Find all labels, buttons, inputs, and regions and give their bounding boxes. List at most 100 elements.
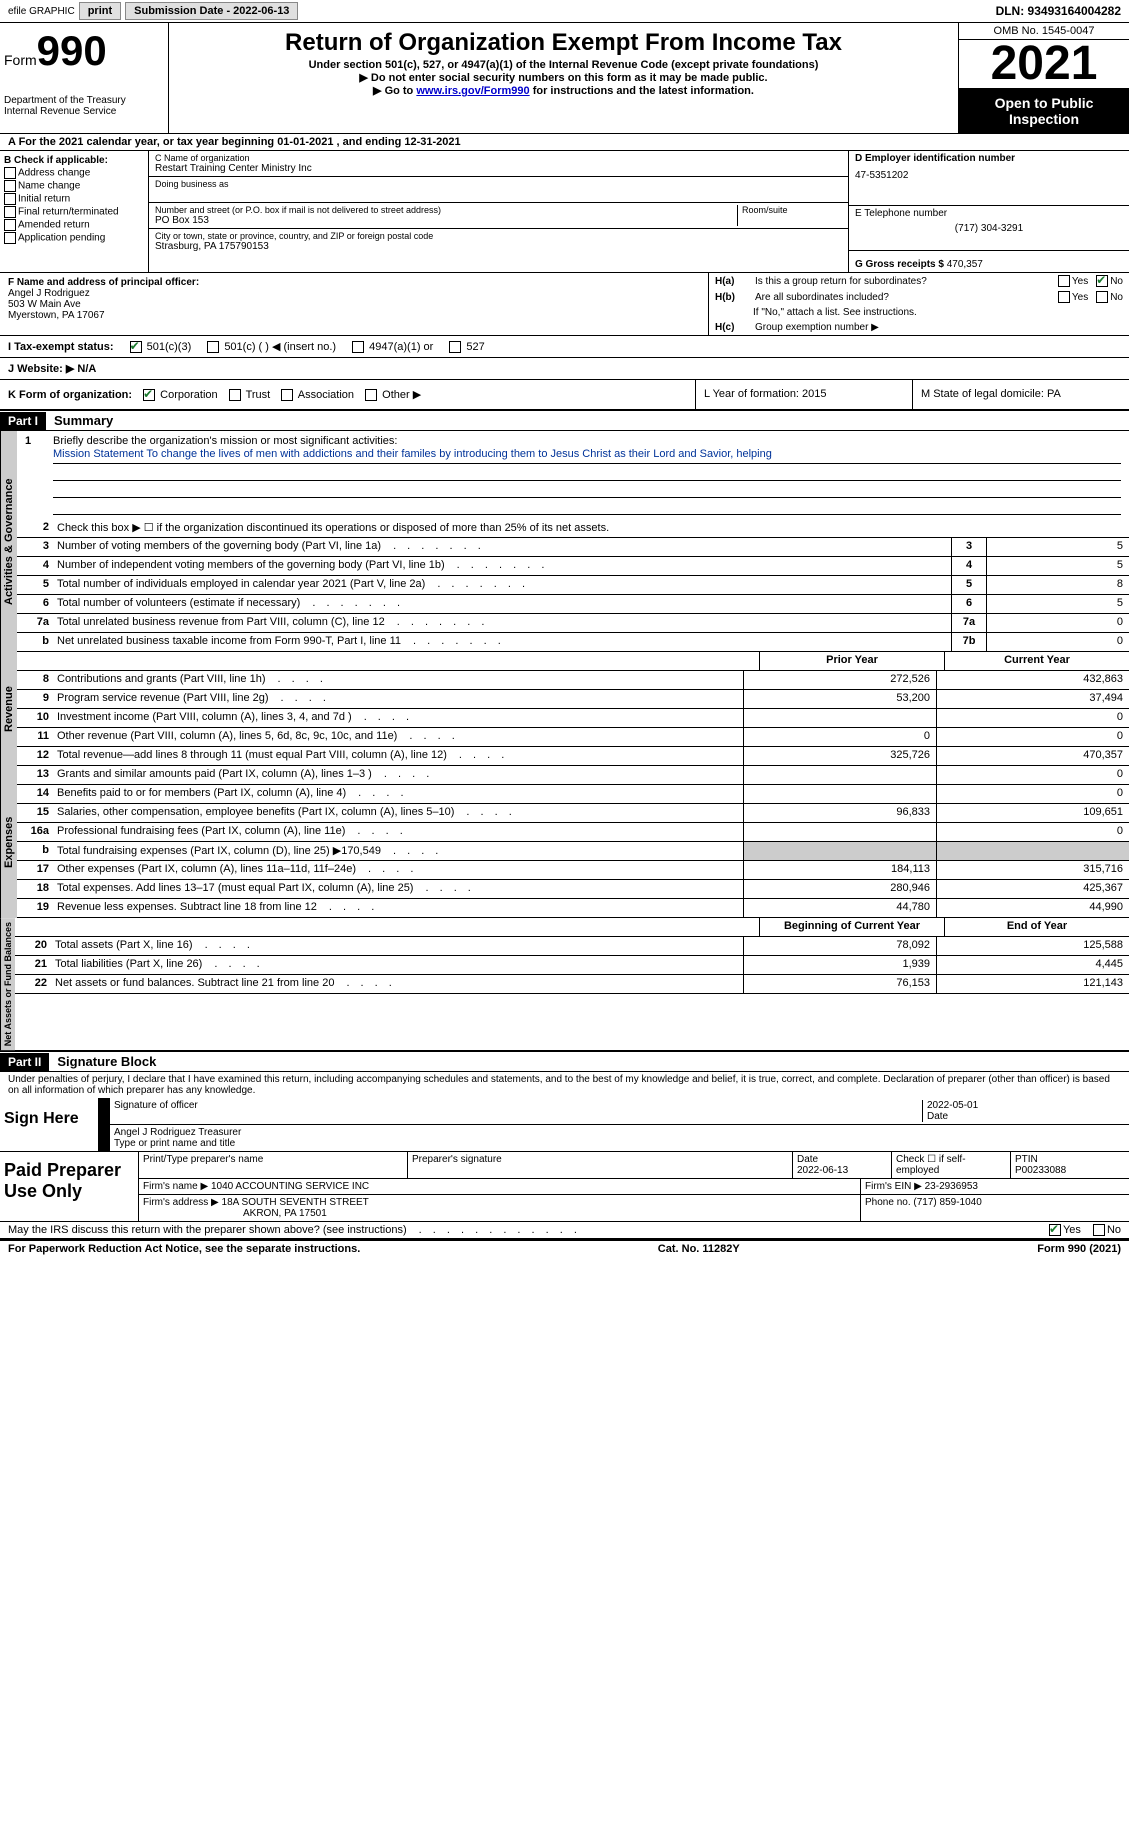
- self-employed: Check ☐ if self-employed: [892, 1152, 1011, 1178]
- page-footer: For Paperwork Reduction Act Notice, see …: [0, 1240, 1129, 1257]
- firm-ein: 23-2936953: [925, 1181, 978, 1192]
- firm-addr2: AKRON, PA 17501: [143, 1208, 327, 1219]
- section-b-identity: B Check if applicable: Address change Na…: [0, 151, 1129, 273]
- tax-year: 2021: [959, 40, 1129, 89]
- line1-label: Briefly describe the organization's miss…: [53, 435, 397, 447]
- chk-other[interactable]: [365, 389, 377, 401]
- chk-final-return[interactable]: Final return/terminated: [4, 206, 144, 218]
- expenses-section: Expenses 13Grants and similar amounts pa…: [0, 766, 1129, 918]
- part1-header: Part I Summary: [0, 411, 1129, 431]
- street-address: PO Box 153: [155, 215, 737, 226]
- chk-app-pending[interactable]: Application pending: [4, 232, 144, 244]
- chk-501c[interactable]: [207, 341, 219, 353]
- irs-label: Internal Revenue Service: [4, 106, 164, 117]
- header-right: OMB No. 1545-0047 2021 Open to Public In…: [958, 23, 1129, 133]
- firm-addr-label: Firm's address ▶: [143, 1197, 219, 1208]
- l-year-formation: L Year of formation: 2015: [695, 380, 912, 409]
- dept-treasury: Department of the Treasury: [4, 95, 164, 106]
- line-10: 10Investment income (Part VIII, column (…: [17, 709, 1129, 728]
- phone-label: Phone no.: [865, 1197, 911, 1208]
- website-row: J Website: ▶ N/A: [0, 358, 1129, 380]
- prep-date: 2022-06-13: [797, 1165, 848, 1176]
- prior-year-header: Prior Year: [759, 652, 944, 670]
- print-button[interactable]: print: [79, 2, 121, 20]
- cat-number: Cat. No. 11282Y: [658, 1243, 740, 1255]
- addr-label: Number and street (or P.O. box if mail i…: [155, 205, 737, 215]
- chk-527[interactable]: [449, 341, 461, 353]
- sign-here-label: Sign Here: [0, 1098, 98, 1151]
- chk-amended[interactable]: Amended return: [4, 219, 144, 231]
- hc-label: Group exemption number ▶: [755, 322, 879, 333]
- discuss-yes[interactable]: [1049, 1224, 1061, 1236]
- chk-initial-return[interactable]: Initial return: [4, 193, 144, 205]
- ha-yes[interactable]: [1058, 275, 1070, 287]
- principal-officer-block: F Name and address of principal officer:…: [0, 273, 1129, 336]
- m-state-domicile: M State of legal domicile: PA: [912, 380, 1129, 409]
- submission-date: Submission Date - 2022-06-13: [125, 2, 298, 20]
- chk-name-change[interactable]: Name change: [4, 180, 144, 192]
- c-label: C Name of organization: [155, 153, 842, 163]
- firm-phone: (717) 859-1040: [913, 1197, 981, 1208]
- chk-assoc[interactable]: [281, 389, 293, 401]
- f-label: F Name and address of principal officer:: [8, 277, 199, 288]
- chk-address-change[interactable]: Address change: [4, 167, 144, 179]
- ha-no[interactable]: [1096, 275, 1108, 287]
- sign-here-block: Sign Here Signature of officer 2022-05-0…: [0, 1098, 1129, 1152]
- line-12: 12Total revenue—add lines 8 through 11 (…: [17, 747, 1129, 766]
- line-20: 20Total assets (Part X, line 16). . . .7…: [15, 937, 1129, 956]
- chk-trust[interactable]: [229, 389, 241, 401]
- line-21: 21Total liabilities (Part X, line 26). .…: [15, 956, 1129, 975]
- chk-corp[interactable]: [143, 389, 155, 401]
- officer-name: Angel J Rodriguez: [8, 288, 90, 299]
- right-info: D Employer identification number 47-5351…: [848, 151, 1129, 272]
- website-value: N/A: [77, 363, 96, 375]
- ssn-warning: ▶ Do not enter social security numbers o…: [173, 71, 954, 84]
- vert-revenue: Revenue: [0, 652, 17, 766]
- paid-prep-label: Paid Preparer Use Only: [0, 1152, 139, 1221]
- chk-4947[interactable]: [352, 341, 364, 353]
- part1-label: Part I: [0, 412, 46, 430]
- line-17: 17Other expenses (Part IX, column (A), l…: [17, 861, 1129, 880]
- irs-discuss-row: May the IRS discuss this return with the…: [0, 1222, 1129, 1240]
- part2-header: Part II Signature Block: [0, 1052, 1129, 1072]
- city-state-zip: Strasburg, PA 175790153: [155, 241, 842, 252]
- paperwork-notice: For Paperwork Reduction Act Notice, see …: [8, 1243, 360, 1255]
- end-year-header: End of Year: [944, 918, 1129, 936]
- line-22: 22Net assets or fund balances. Subtract …: [15, 975, 1129, 994]
- dba-label: Doing business as: [155, 179, 842, 189]
- summary-line-b: bNet unrelated business taxable income f…: [17, 633, 1129, 652]
- tax-status-row: I Tax-exempt status: 501(c)(3) 501(c) ( …: [0, 336, 1129, 358]
- firm-name: 1040 ACCOUNTING SERVICE INC: [211, 1181, 369, 1192]
- sig-officer-label: Signature of officer: [114, 1100, 922, 1122]
- efile-label: efile GRAPHIC: [8, 6, 75, 17]
- date-label: Date: [927, 1111, 1127, 1122]
- prep-date-label: Date: [797, 1154, 818, 1165]
- line-19: 19Revenue less expenses. Subtract line 1…: [17, 899, 1129, 918]
- paid-preparer-block: Paid Preparer Use Only Print/Type prepar…: [0, 1152, 1129, 1222]
- form-ref: Form 990 (2021): [1037, 1243, 1121, 1255]
- line-9: 9Program service revenue (Part VIII, lin…: [17, 690, 1129, 709]
- part2-title: Signature Block: [49, 1052, 164, 1071]
- top-bar: efile GRAPHIC print Submission Date - 20…: [0, 0, 1129, 23]
- part1-title: Summary: [46, 411, 121, 430]
- revenue-section: Revenue Prior Year Current Year 8Contrib…: [0, 652, 1129, 766]
- irs-link[interactable]: www.irs.gov/Form990: [416, 85, 529, 97]
- net-assets-section: Net Assets or Fund Balances Beginning of…: [0, 918, 1129, 1052]
- row-a-calendar-year: A For the 2021 calendar year, or tax yea…: [0, 134, 1129, 151]
- summary-line-4: 4Number of independent voting members of…: [17, 557, 1129, 576]
- ptin-value: P00233088: [1015, 1165, 1066, 1176]
- current-year-header: Current Year: [944, 652, 1129, 670]
- hb-no[interactable]: [1096, 291, 1108, 303]
- hb-note: If "No," attach a list. See instructions…: [709, 305, 1129, 320]
- form-990-page: efile GRAPHIC print Submission Date - 20…: [0, 0, 1129, 1257]
- officer-addr1: 503 W Main Ave: [8, 299, 81, 310]
- summary-line-7a: 7aTotal unrelated business revenue from …: [17, 614, 1129, 633]
- hb-yes[interactable]: [1058, 291, 1070, 303]
- e-label: E Telephone number: [855, 208, 1123, 219]
- goto-prefix: ▶ Go to: [373, 85, 416, 97]
- i-label: I Tax-exempt status:: [8, 341, 114, 353]
- discuss-no[interactable]: [1093, 1224, 1105, 1236]
- org-info: C Name of organization Restart Training …: [149, 151, 848, 272]
- line-14: 14Benefits paid to or for members (Part …: [17, 785, 1129, 804]
- chk-501c3[interactable]: [130, 341, 142, 353]
